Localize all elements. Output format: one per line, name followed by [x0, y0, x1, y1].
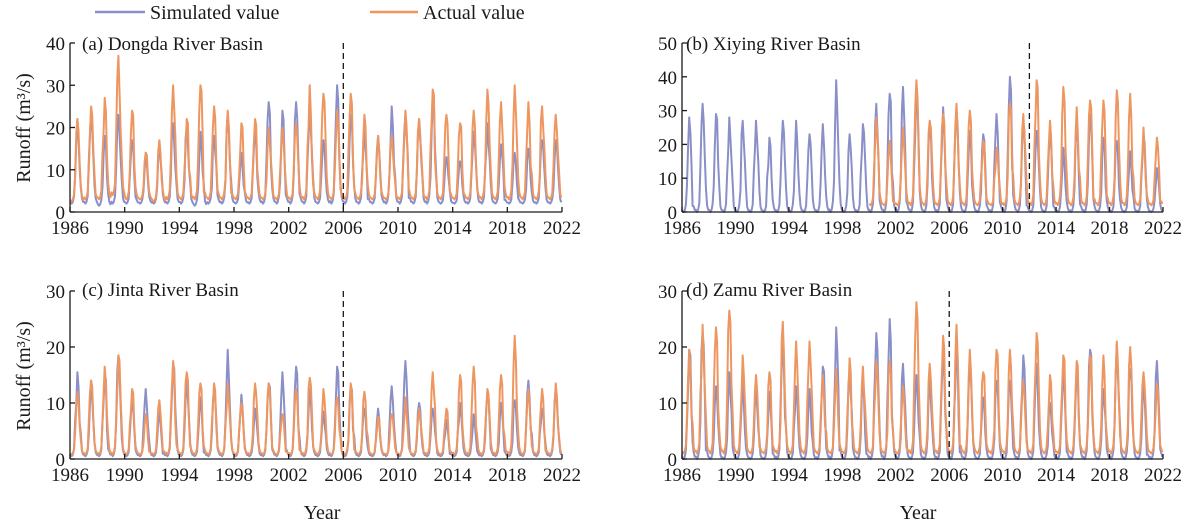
x-tick-label: 1998: [215, 465, 253, 486]
x-tick-label: 2002: [877, 465, 915, 486]
x-tick-label: 2002: [877, 218, 915, 239]
simulated-series-line: [69, 348, 563, 458]
y-tick-label: 0: [56, 203, 66, 224]
panel-title: (c) Jinta River Basin: [82, 280, 239, 301]
panel-title: (a) Dongda River Basin: [82, 34, 263, 55]
y-tick-label: 10: [46, 161, 65, 182]
x-tick-label: 2014: [1037, 218, 1076, 239]
y-tick-label: 0: [668, 203, 678, 224]
x-tick-label: 1998: [215, 218, 253, 239]
x-axis-title-left: Year: [304, 502, 341, 524]
x-tick-label: 2022: [543, 465, 581, 486]
x-tick-label: 2014: [434, 218, 473, 239]
x-tick-label: 1990: [106, 465, 144, 486]
x-tick-label: 2006: [930, 465, 968, 486]
x-tick-label: 2002: [270, 218, 308, 239]
x-tick-label: 2022: [1144, 465, 1182, 486]
y-tick-label: 20: [658, 338, 677, 359]
x-tick-label: 2006: [324, 218, 362, 239]
x-tick-label: 1986: [663, 218, 701, 239]
x-tick-label: 2010: [984, 465, 1022, 486]
x-axis-title-right: Year: [900, 502, 937, 524]
x-tick-label: 2010: [379, 465, 417, 486]
x-tick-label: 1994: [770, 465, 809, 486]
panel-d-zamu: (d) Zamu River Basin 0 10 20 30 1986 1990 1994…: [658, 280, 1182, 486]
y-tick-label: 0: [668, 450, 678, 471]
x-tick-label: 1998: [823, 465, 861, 486]
legend-simulated-label: Simulated value: [150, 2, 280, 24]
x-tick-label: 1986: [663, 465, 701, 486]
x-tick-label: 1990: [106, 218, 144, 239]
x-tick-label: 2010: [379, 218, 417, 239]
x-tick-label: 2022: [543, 218, 581, 239]
simulated-series-line: [681, 318, 1164, 460]
x-tick-label: 1998: [823, 218, 861, 239]
x-tick-label: 2006: [930, 218, 968, 239]
x-tick-label: 2002: [270, 465, 308, 486]
y-tick-label: 10: [46, 394, 65, 415]
x-tick-label: 2014: [434, 465, 473, 486]
x-tick-label: 2014: [1037, 465, 1076, 486]
x-tick-label: 1994: [770, 218, 809, 239]
y-axis-title-top: Runoff (m³/s): [13, 73, 35, 183]
y-tick-label: 50: [658, 34, 677, 55]
panel-b-xiying: (b) Xiying River Basin 0 10 20 30 40 50 1986 19…: [658, 34, 1182, 239]
simulated-series-line: [69, 84, 563, 207]
panel-c-jinta: (c) Jinta River Basin 0 10 20 30 1986 1990 199…: [46, 280, 581, 486]
actual-series-line: [69, 54, 563, 203]
x-tick-label: 1994: [160, 218, 199, 239]
y-tick-label: 30: [658, 282, 677, 303]
x-tick-label: 1986: [51, 465, 89, 486]
x-tick-label: 2018: [488, 465, 526, 486]
y-tick-label: 30: [46, 76, 65, 97]
y-axis-title-bottom: Runoff (m³/s): [13, 321, 35, 431]
legend: Simulated value Actual value: [95, 2, 525, 24]
x-tick-label: 2006: [324, 465, 362, 486]
y-tick-label: 30: [46, 282, 65, 303]
panel-title: (d) Zamu River Basin: [686, 280, 853, 301]
y-tick-label: 20: [46, 338, 65, 359]
x-tick-label: 2018: [488, 218, 526, 239]
actual-series-line: [69, 334, 563, 456]
x-tick-label: 2010: [984, 218, 1022, 239]
y-tick-label: 20: [658, 135, 677, 156]
x-tick-label: 1990: [716, 465, 754, 486]
x-tick-label: 1994: [160, 465, 199, 486]
panel-title: (b) Xiying River Basin: [686, 34, 861, 55]
y-tick-label: 30: [658, 102, 677, 123]
x-tick-label: 1986: [51, 218, 89, 239]
actual-series-line: [868, 79, 1164, 207]
y-tick-label: 40: [658, 68, 677, 89]
y-tick-label: 10: [658, 394, 677, 415]
x-tick-label: 2018: [1091, 218, 1129, 239]
x-tick-label: 2018: [1091, 465, 1129, 486]
y-tick-label: 40: [46, 34, 65, 55]
y-tick-label: 20: [46, 119, 65, 140]
y-tick-label: 10: [658, 169, 677, 190]
panel-a-dongda: (a) Dongda River Basin 0 10 20 30 40 1986 1990…: [46, 34, 581, 239]
simulated-series-line: [681, 75, 1164, 213]
actual-series-line: [681, 301, 1164, 455]
y-tick-label: 0: [56, 450, 66, 471]
legend-actual-label: Actual value: [423, 2, 525, 24]
x-tick-label: 2022: [1144, 218, 1182, 239]
x-tick-label: 1990: [716, 218, 754, 239]
